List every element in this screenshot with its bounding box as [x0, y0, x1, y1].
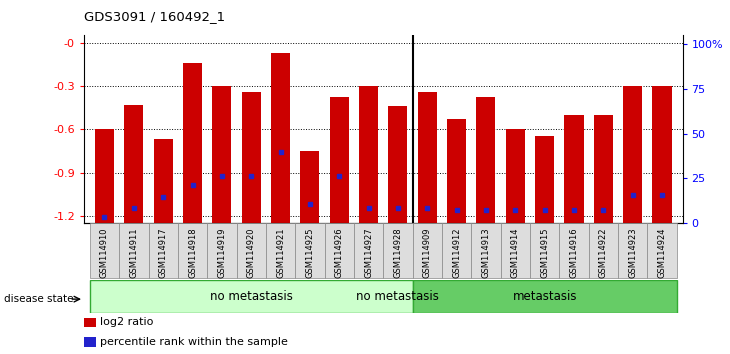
Bar: [593, 115, 613, 223]
FancyBboxPatch shape: [412, 280, 677, 313]
Text: GSM114924: GSM114924: [658, 227, 666, 278]
Bar: [84, 318, 96, 327]
FancyBboxPatch shape: [266, 223, 295, 278]
Text: GDS3091 / 160492_1: GDS3091 / 160492_1: [84, 10, 225, 23]
Text: GSM114925: GSM114925: [305, 227, 315, 278]
Bar: [212, 86, 231, 223]
Text: GSM114909: GSM114909: [423, 227, 431, 278]
Bar: [359, 86, 378, 223]
Text: GSM114912: GSM114912: [452, 227, 461, 278]
Text: GSM114913: GSM114913: [482, 227, 491, 278]
Text: GSM114914: GSM114914: [511, 227, 520, 278]
Bar: [506, 129, 525, 223]
Text: log2 ratio: log2 ratio: [100, 318, 153, 327]
Text: GSM114923: GSM114923: [629, 227, 637, 278]
Bar: [242, 92, 261, 223]
FancyBboxPatch shape: [237, 223, 266, 278]
FancyBboxPatch shape: [119, 223, 148, 278]
FancyBboxPatch shape: [325, 223, 354, 278]
Text: metastasis: metastasis: [512, 290, 577, 303]
Bar: [84, 337, 96, 347]
Text: GSM114926: GSM114926: [335, 227, 344, 278]
Text: GSM114928: GSM114928: [393, 227, 402, 278]
Bar: [653, 86, 672, 223]
Bar: [447, 119, 466, 223]
Text: GSM114919: GSM114919: [218, 227, 226, 278]
FancyBboxPatch shape: [472, 223, 501, 278]
Bar: [153, 139, 173, 223]
Text: no metastasis: no metastasis: [210, 290, 293, 303]
FancyBboxPatch shape: [207, 223, 237, 278]
FancyBboxPatch shape: [648, 223, 677, 278]
Text: disease state: disease state: [4, 294, 73, 304]
Bar: [124, 105, 143, 223]
Text: GSM114915: GSM114915: [540, 227, 549, 278]
Bar: [418, 92, 437, 223]
FancyBboxPatch shape: [559, 223, 588, 278]
Text: GSM114911: GSM114911: [129, 227, 138, 278]
Text: GSM114921: GSM114921: [276, 227, 285, 278]
FancyBboxPatch shape: [618, 223, 648, 278]
FancyBboxPatch shape: [90, 280, 412, 313]
FancyBboxPatch shape: [295, 223, 325, 278]
Text: GSM114916: GSM114916: [569, 227, 578, 278]
Text: no metastasis: no metastasis: [356, 290, 439, 303]
Bar: [535, 136, 554, 223]
FancyBboxPatch shape: [148, 223, 178, 278]
Bar: [300, 151, 320, 223]
FancyBboxPatch shape: [501, 223, 530, 278]
FancyBboxPatch shape: [588, 223, 618, 278]
Bar: [564, 115, 583, 223]
Bar: [95, 129, 114, 223]
FancyBboxPatch shape: [178, 223, 207, 278]
Bar: [623, 86, 642, 223]
Text: GSM114910: GSM114910: [100, 227, 109, 278]
FancyBboxPatch shape: [530, 223, 559, 278]
Text: GSM114920: GSM114920: [247, 227, 255, 278]
Bar: [183, 63, 202, 223]
Text: GSM114922: GSM114922: [599, 227, 608, 278]
Text: GSM114927: GSM114927: [364, 227, 373, 278]
FancyBboxPatch shape: [90, 223, 119, 278]
Bar: [477, 97, 496, 223]
FancyBboxPatch shape: [354, 223, 383, 278]
Bar: [271, 53, 290, 223]
Bar: [388, 106, 407, 223]
FancyBboxPatch shape: [383, 223, 412, 278]
FancyBboxPatch shape: [442, 223, 472, 278]
Text: GSM114918: GSM114918: [188, 227, 197, 278]
FancyBboxPatch shape: [412, 223, 442, 278]
Text: percentile rank within the sample: percentile rank within the sample: [100, 337, 288, 347]
Bar: [330, 97, 349, 223]
Text: GSM114917: GSM114917: [158, 227, 168, 278]
